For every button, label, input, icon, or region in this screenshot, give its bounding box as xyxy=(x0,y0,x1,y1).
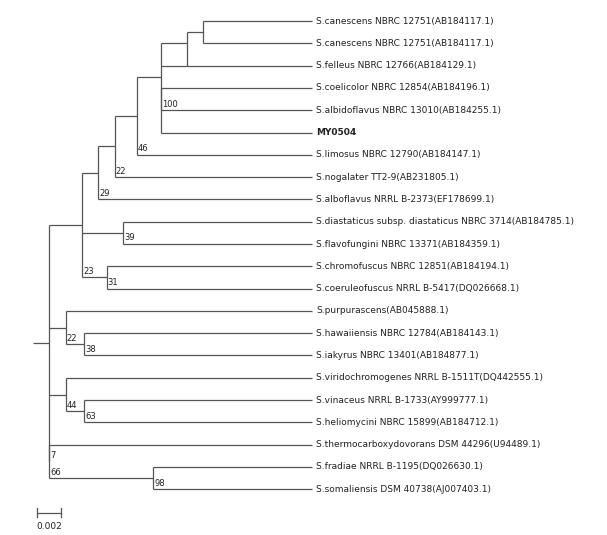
Text: 44: 44 xyxy=(67,401,77,410)
Text: S.vinaceus NRRL B-1733(AY999777.1): S.vinaceus NRRL B-1733(AY999777.1) xyxy=(316,395,488,404)
Text: S.fradiae NRRL B-1195(DQ026630.1): S.fradiae NRRL B-1195(DQ026630.1) xyxy=(316,462,483,471)
Text: 100: 100 xyxy=(162,100,178,109)
Text: 29: 29 xyxy=(100,189,110,198)
Text: 63: 63 xyxy=(86,412,96,421)
Text: 7: 7 xyxy=(50,451,56,460)
Text: S.flavofungini NBRC 13371(AB184359.1): S.flavofungini NBRC 13371(AB184359.1) xyxy=(316,240,500,249)
Text: 66: 66 xyxy=(50,468,61,477)
Text: S.albidoflavus NBRC 13010(AB184255.1): S.albidoflavus NBRC 13010(AB184255.1) xyxy=(316,106,501,114)
Text: 39: 39 xyxy=(124,233,135,242)
Text: 0.002: 0.002 xyxy=(36,522,62,531)
Text: S.thermocarboxydovorans DSM 44296(U94489.1): S.thermocarboxydovorans DSM 44296(U94489… xyxy=(316,440,540,449)
Text: S.viridochromogenes NRRL B-1511T(DQ442555.1): S.viridochromogenes NRRL B-1511T(DQ44255… xyxy=(316,373,543,383)
Text: S.heliomycini NBRC 15899(AB184712.1): S.heliomycini NBRC 15899(AB184712.1) xyxy=(316,418,498,427)
Text: S.purpurascens(AB045888.1): S.purpurascens(AB045888.1) xyxy=(316,307,449,316)
Text: S.diastaticus subsp. diastaticus NBRC 3714(AB184785.1): S.diastaticus subsp. diastaticus NBRC 37… xyxy=(316,217,574,226)
Text: 98: 98 xyxy=(154,479,164,488)
Text: S.canescens NBRC 12751(AB184117.1): S.canescens NBRC 12751(AB184117.1) xyxy=(316,17,493,26)
Text: S.coeruleofuscus NRRL B-5417(DQ026668.1): S.coeruleofuscus NRRL B-5417(DQ026668.1) xyxy=(316,284,519,293)
Text: S.nogalater TT2-9(AB231805.1): S.nogalater TT2-9(AB231805.1) xyxy=(316,173,459,181)
Text: 46: 46 xyxy=(138,144,148,153)
Text: S.canescens NBRC 12751(AB184117.1): S.canescens NBRC 12751(AB184117.1) xyxy=(316,39,493,48)
Text: S.felleus NBRC 12766(AB184129.1): S.felleus NBRC 12766(AB184129.1) xyxy=(316,61,476,70)
Text: S.coelicolor NBRC 12854(AB184196.1): S.coelicolor NBRC 12854(AB184196.1) xyxy=(316,83,490,93)
Text: 23: 23 xyxy=(83,267,94,276)
Text: S.limosus NBRC 12790(AB184147.1): S.limosus NBRC 12790(AB184147.1) xyxy=(316,150,481,159)
Text: S.iakyrus NBRC 13401(AB184877.1): S.iakyrus NBRC 13401(AB184877.1) xyxy=(316,351,478,360)
Text: 31: 31 xyxy=(107,278,118,287)
Text: S.alboflavus NRRL B-2373(EF178699.1): S.alboflavus NRRL B-2373(EF178699.1) xyxy=(316,195,494,204)
Text: 22: 22 xyxy=(116,166,126,175)
Text: S.somaliensis DSM 40738(AJ007403.1): S.somaliensis DSM 40738(AJ007403.1) xyxy=(316,485,491,494)
Text: S.chromofuscus NBRC 12851(AB184194.1): S.chromofuscus NBRC 12851(AB184194.1) xyxy=(316,262,509,271)
Text: 38: 38 xyxy=(86,345,96,354)
Text: MY0504: MY0504 xyxy=(316,128,356,137)
Text: 22: 22 xyxy=(67,334,77,343)
Text: S.hawaiiensis NBRC 12784(AB184143.1): S.hawaiiensis NBRC 12784(AB184143.1) xyxy=(316,328,498,338)
